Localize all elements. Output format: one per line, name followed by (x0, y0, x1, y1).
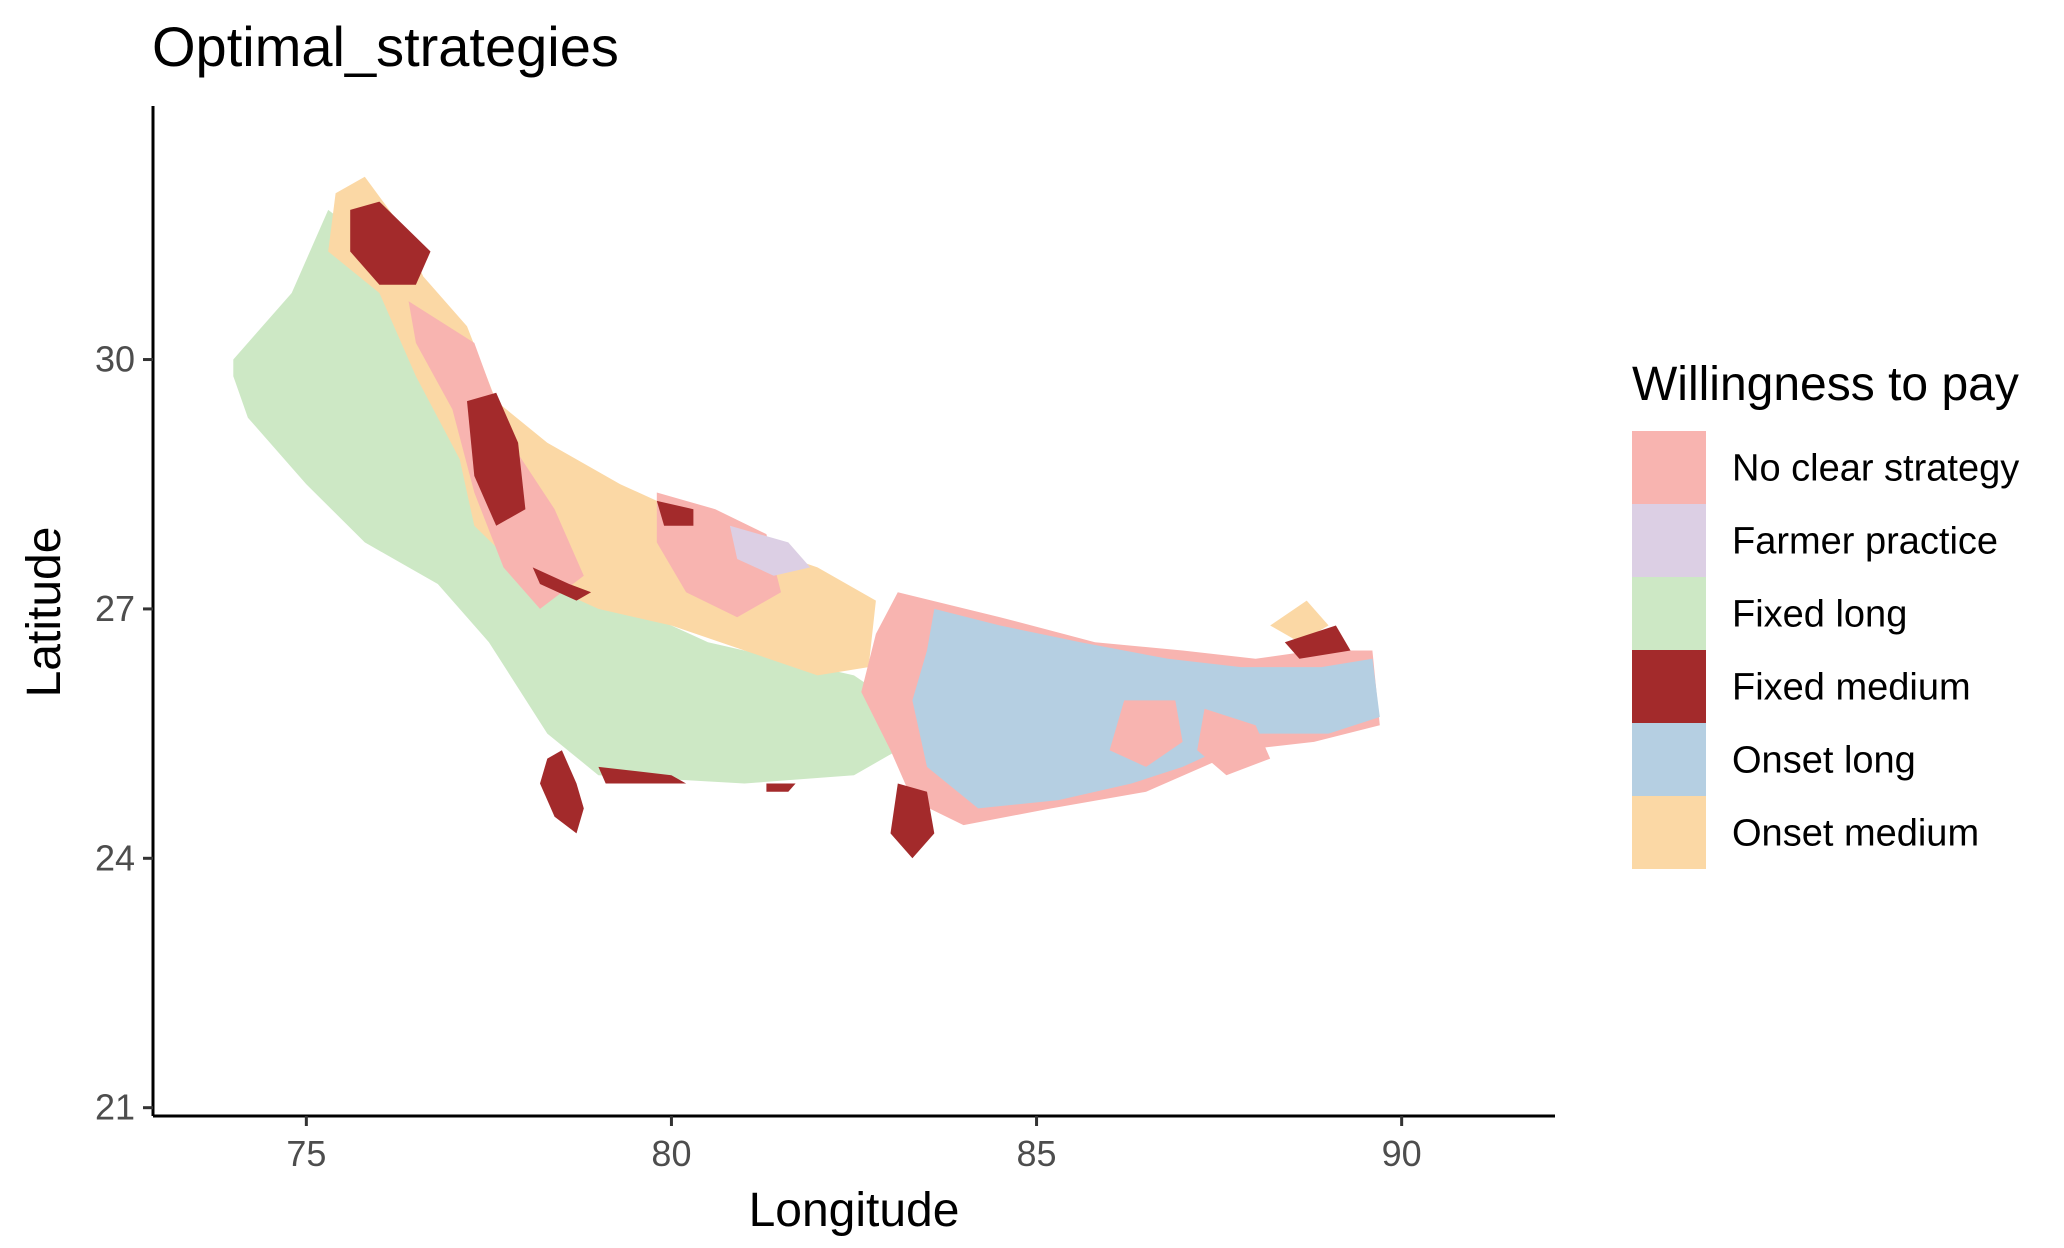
region-fixed-medium-9 (350, 201, 431, 285)
x-tick-label-80: 80 (651, 1133, 691, 1174)
region-fixed-medium-17 (598, 766, 687, 784)
region-fixed-medium-12 (656, 500, 694, 526)
legend-label-fixed-medium: Fixed medium (1732, 667, 1971, 709)
y-axis-ticks: 21 24 27 30 (95, 339, 153, 1128)
region-fixed-medium-16 (1284, 625, 1351, 659)
legend-label-onset-long: Onset long (1732, 740, 1916, 782)
legend-key-fixed-long (1632, 577, 1706, 650)
region-no-clear-strategy-7 (1197, 708, 1271, 776)
legend-label-onset-medium: Onset medium (1732, 813, 1979, 855)
y-tick-label-24: 24 (95, 837, 135, 878)
region-fixed-medium-18 (766, 783, 796, 792)
legend-key-fixed-medium (1632, 650, 1706, 723)
region-fixed-medium-10 (467, 392, 526, 526)
legend: Willingness to pay No clear strategy Farm… (1632, 358, 2019, 869)
legend-label-fixed-long: Fixed long (1732, 594, 1907, 636)
region-farmer-practice-8 (729, 525, 811, 576)
legend-title: Willingness to pay (1632, 358, 2019, 411)
plot-title: Optimal_strategies (152, 15, 619, 78)
legend-key-farmer-practice (1632, 504, 1706, 577)
map-regions (233, 176, 1380, 859)
x-axis-title: Longitude (749, 1184, 960, 1237)
x-tick-label-90: 90 (1382, 1133, 1422, 1174)
legend-items: No clear strategy Farmer practice Fixed lo… (1632, 431, 2019, 869)
region-fixed-medium-13 (540, 750, 584, 834)
region-fixed-medium-11 (532, 567, 592, 601)
x-axis-ticks: 75 80 85 90 (286, 1116, 1422, 1174)
x-tick-label-75: 75 (286, 1133, 326, 1174)
region-fixed-medium-14 (890, 783, 935, 859)
legend-label-farmer-practice: Farmer practice (1732, 521, 1998, 563)
region-no-clear-strategy-6 (1109, 700, 1183, 767)
legend-key-onset-long (1632, 723, 1706, 796)
legend-key-onset-medium (1632, 796, 1706, 869)
x-tick-label-85: 85 (1017, 1133, 1057, 1174)
y-tick-label-21: 21 (95, 1087, 135, 1128)
y-tick-label-27: 27 (95, 588, 135, 629)
y-axis-title: Latitude (18, 527, 71, 698)
region-onset-medium-15 (1270, 600, 1329, 643)
region-fixed-long-0 (233, 209, 913, 784)
legend-label-no-clear-strategy: No clear strategy (1732, 448, 2019, 490)
legend-key-no-clear-strategy (1632, 431, 1706, 504)
y-tick-label-30: 30 (95, 339, 135, 380)
